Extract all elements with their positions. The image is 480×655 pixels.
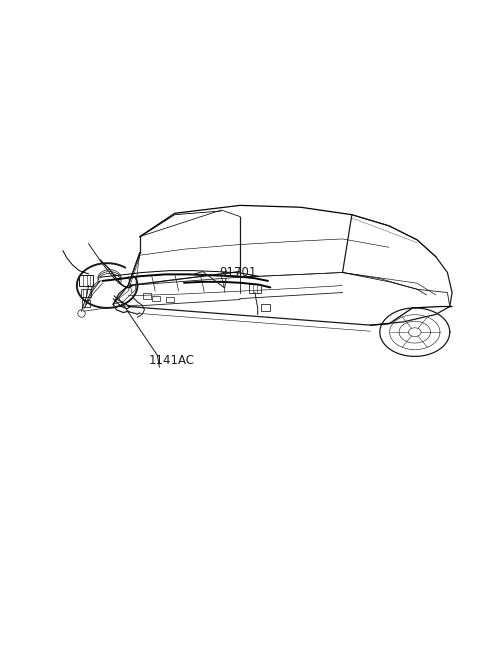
- Text: 1141AC: 1141AC: [149, 354, 195, 367]
- Bar: [152, 296, 160, 301]
- Bar: [81, 289, 91, 297]
- Bar: [261, 304, 270, 311]
- Bar: [249, 284, 261, 293]
- Bar: [143, 293, 151, 299]
- Bar: [79, 275, 93, 286]
- Bar: [167, 297, 174, 303]
- Bar: [82, 300, 90, 307]
- Text: 91701: 91701: [219, 265, 256, 278]
